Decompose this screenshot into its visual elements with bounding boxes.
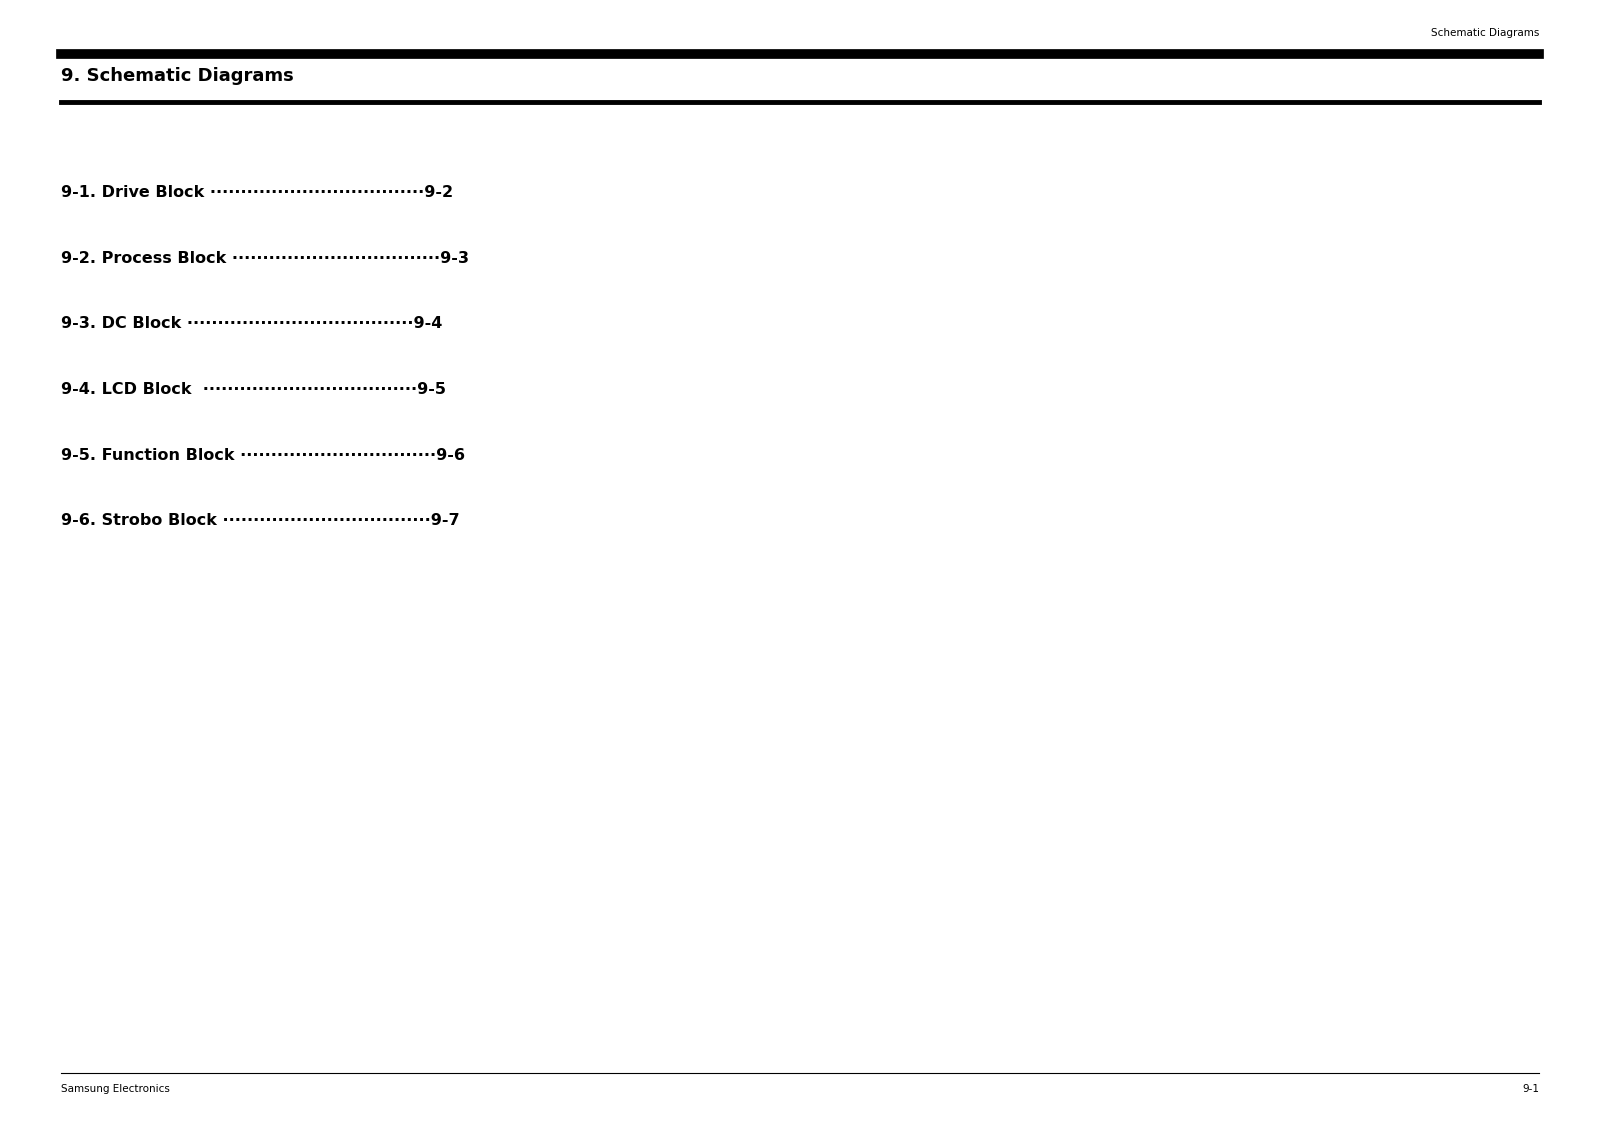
Text: Schematic Diagrams: Schematic Diagrams xyxy=(1430,28,1539,38)
Text: 9-3. DC Block ·····································9-4: 9-3. DC Block ··························… xyxy=(61,316,442,332)
Text: 9. Schematic Diagrams: 9. Schematic Diagrams xyxy=(61,67,293,85)
Text: 9-1. Drive Block ···································9-2: 9-1. Drive Block ·······················… xyxy=(61,185,453,200)
Text: 9-6. Strobo Block ··································9-7: 9-6. Strobo Block ······················… xyxy=(61,513,459,529)
Text: 9-4. LCD Block  ···································9-5: 9-4. LCD Block ·························… xyxy=(61,381,446,397)
Text: 9-1: 9-1 xyxy=(1522,1084,1539,1095)
Text: 9-5. Function Block ································9-6: 9-5. Function Block ····················… xyxy=(61,447,466,463)
Text: 9-2. Process Block ··································9-3: 9-2. Process Block ·····················… xyxy=(61,250,469,266)
Text: Samsung Electronics: Samsung Electronics xyxy=(61,1084,170,1095)
